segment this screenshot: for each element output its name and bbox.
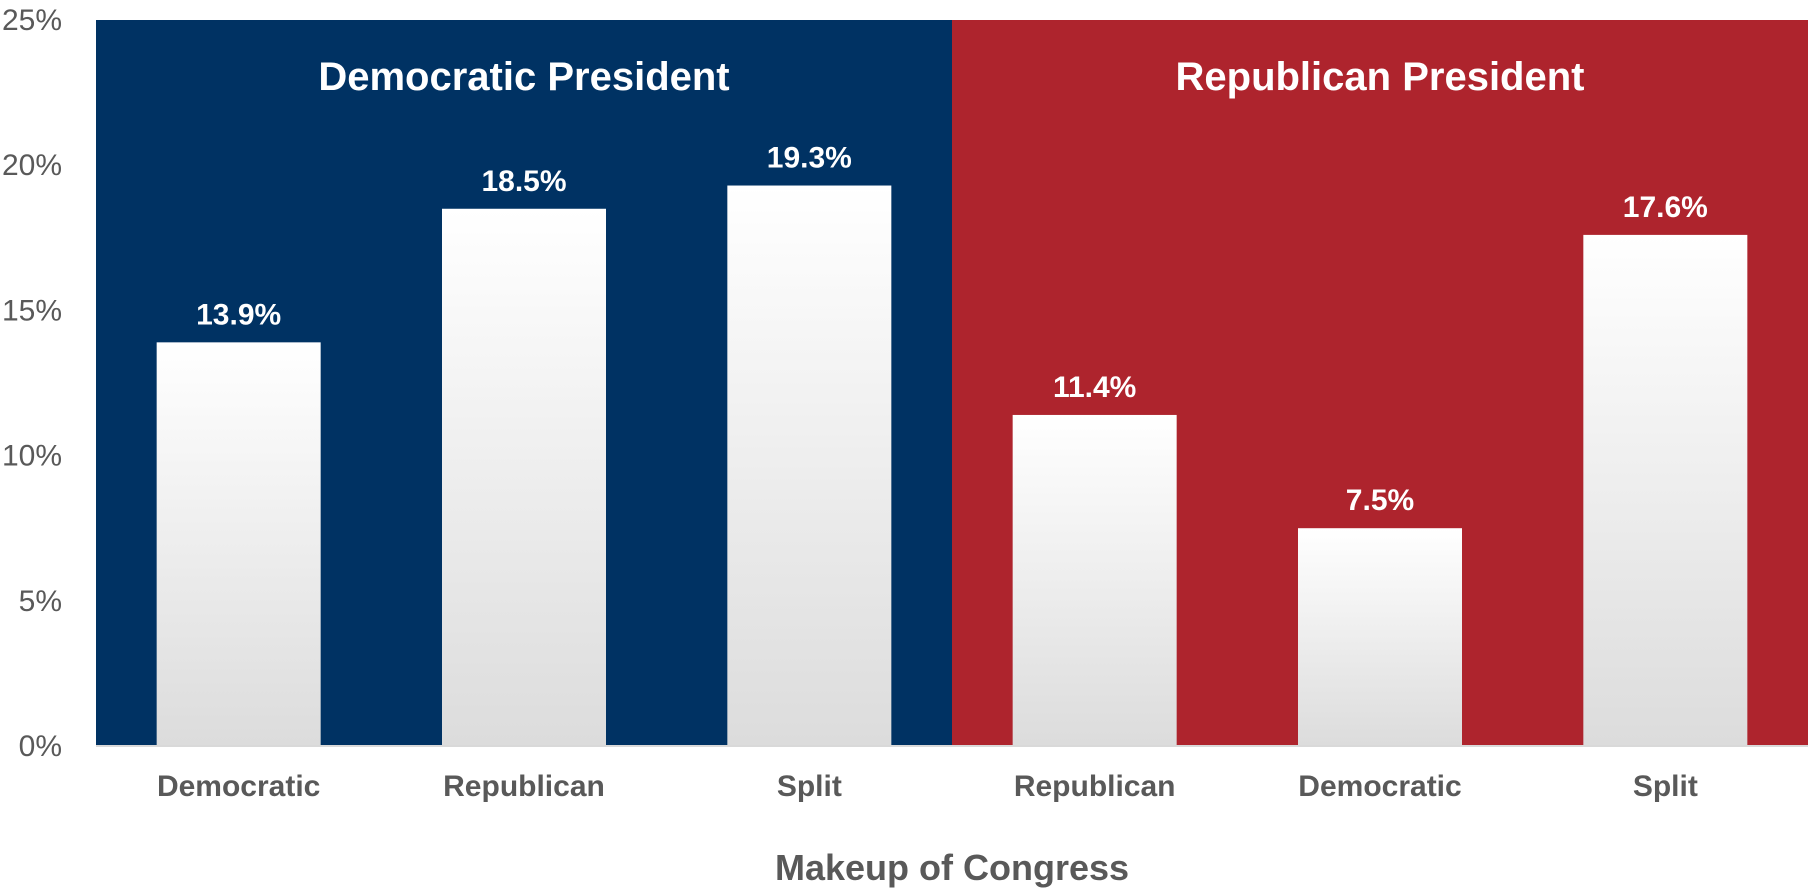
data-label: 11.4% (1053, 371, 1136, 404)
bar (1298, 528, 1462, 746)
category-label: Split (1633, 770, 1698, 803)
bar (442, 208, 606, 746)
y-tick-label: 0% (19, 730, 62, 763)
category-label: Democratic (1298, 770, 1461, 803)
category-label: Republican (443, 770, 605, 803)
y-tick-label: 25% (2, 4, 62, 37)
category-label: Democratic (157, 770, 320, 803)
y-tick-label: 20% (2, 149, 62, 182)
category-label: Republican (1014, 770, 1176, 803)
bar (156, 342, 321, 746)
data-label: 19.3% (767, 142, 852, 175)
data-label: 13.9% (196, 298, 281, 331)
data-label: 18.5% (481, 165, 566, 198)
y-tick-label: 10% (2, 440, 62, 473)
panel-title: Democratic President (318, 55, 729, 99)
bar (1012, 414, 1177, 746)
y-tick-label: 5% (19, 585, 62, 618)
panel-title: Republican President (1176, 55, 1585, 99)
bar (727, 185, 892, 746)
y-tick-label: 15% (2, 294, 62, 327)
x-axis-title: Makeup of Congress (775, 847, 1129, 888)
category-label: Split (777, 770, 842, 803)
bar (1583, 234, 1748, 746)
data-label: 7.5% (1346, 484, 1414, 517)
data-label: 17.6% (1623, 191, 1708, 224)
